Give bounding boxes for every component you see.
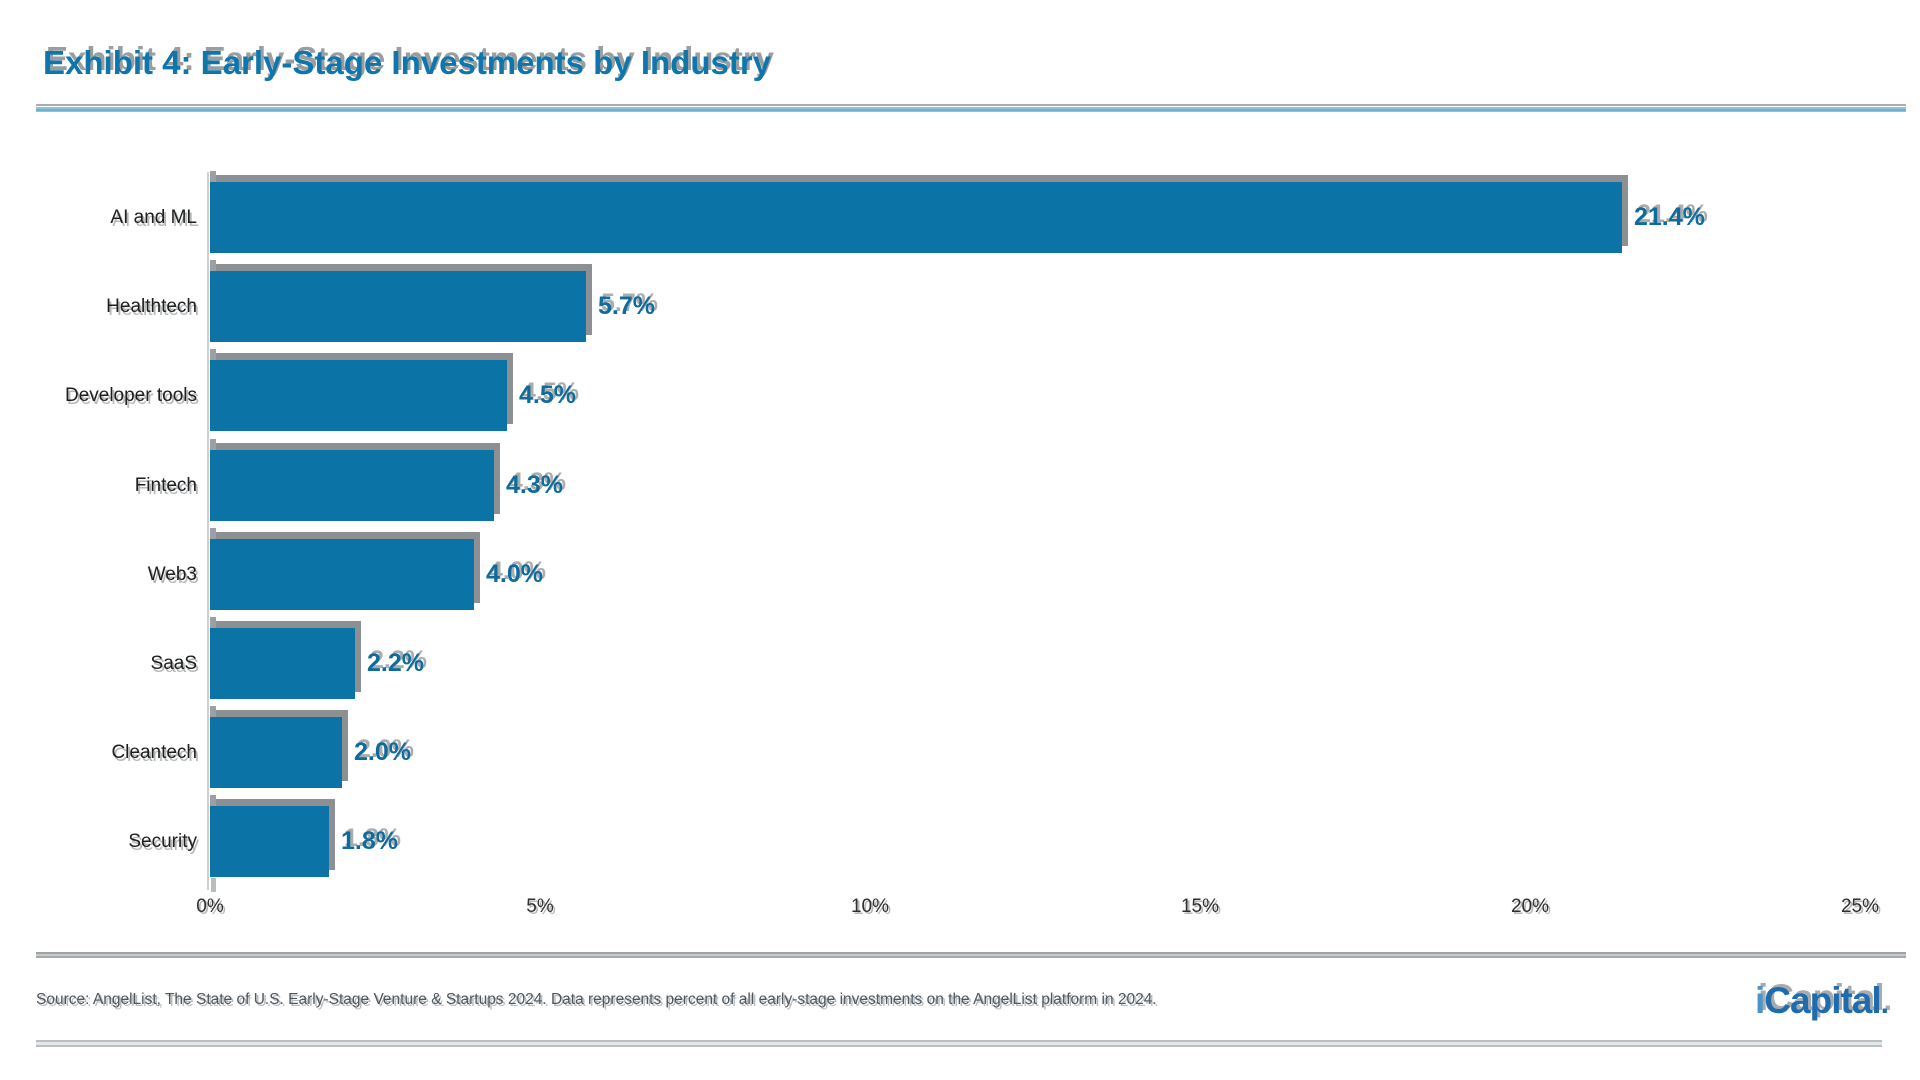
- value-label: 4.0%: [486, 560, 543, 588]
- bar-row: Cleantech 2.0%: [0, 706, 1920, 788]
- bar-row: Developer tools 4.5%: [0, 349, 1920, 431]
- value-label: 4.3%: [506, 471, 563, 499]
- logo-text: Capital: [1764, 980, 1881, 1021]
- source-note: Source: AngelList, The State of U.S. Ear…: [36, 991, 1157, 1008]
- value-label: 4.5%: [519, 381, 576, 409]
- bar-row: Security 1.8%: [0, 795, 1920, 877]
- y-axis-tick: [210, 260, 216, 271]
- category-label: SaaS: [150, 653, 197, 674]
- x-axis-tick-label: 20%: [1510, 896, 1550, 917]
- value-label: 21.4%: [1634, 203, 1705, 231]
- value-label: 2.0%: [354, 738, 411, 766]
- x-axis-tick-label: 0%: [196, 896, 224, 917]
- category-label: Fintech: [134, 475, 197, 496]
- bar-row: Healthtech 5.7%: [0, 260, 1920, 342]
- x-axis-tick-label: 5%: [526, 896, 554, 917]
- bar: [210, 271, 586, 342]
- y-axis-tick: [210, 528, 216, 539]
- bar-row: Fintech 4.3%: [0, 439, 1920, 521]
- category-label: Developer tools: [64, 385, 197, 406]
- value-label: 2.2%: [367, 649, 424, 677]
- logo-dot: .: [1880, 987, 1889, 1020]
- value-label: 5.7%: [598, 292, 655, 320]
- y-axis-tick: [210, 795, 216, 806]
- category-label: Cleantech: [111, 742, 197, 763]
- y-axis-line: [207, 172, 209, 890]
- category-label: Security: [128, 831, 197, 852]
- y-axis-tick: [210, 171, 216, 182]
- bar: [210, 360, 507, 431]
- bar-row: AI and ML 21.4%: [0, 171, 1920, 253]
- x-axis-tick-label: 25%: [1840, 896, 1880, 917]
- bar: [210, 628, 355, 699]
- page-title: Exhibit 4: Early-Stage Investments by In…: [43, 44, 772, 81]
- bar-row: SaaS 2.2%: [0, 617, 1920, 699]
- y-axis-tick: [210, 706, 216, 717]
- bar: [210, 182, 1622, 253]
- logo-letter-i: i: [1755, 980, 1765, 1021]
- y-axis-tick: [210, 439, 216, 450]
- value-label: 1.8%: [341, 827, 398, 855]
- footer-divider-rule: [36, 952, 1906, 958]
- category-label: Web3: [147, 564, 197, 585]
- bar: [210, 539, 474, 610]
- y-axis-tick: [210, 617, 216, 628]
- bar: [210, 717, 342, 788]
- bar: [210, 450, 494, 521]
- bar-row: Web3 4.0%: [0, 528, 1920, 610]
- category-label: Healthtech: [106, 296, 197, 317]
- title-divider-rule: [36, 104, 1906, 112]
- x-axis-zero-tick: [211, 878, 216, 892]
- y-axis-tick: [210, 349, 216, 360]
- category-label: AI and ML: [110, 207, 197, 228]
- icapital-logo: iCapital.: [1728, 980, 1889, 1022]
- x-axis-tick-label: 15%: [1180, 896, 1220, 917]
- bar: [210, 806, 329, 877]
- bottom-page-rule: [36, 1040, 1882, 1047]
- x-axis-tick-label: 10%: [850, 896, 890, 917]
